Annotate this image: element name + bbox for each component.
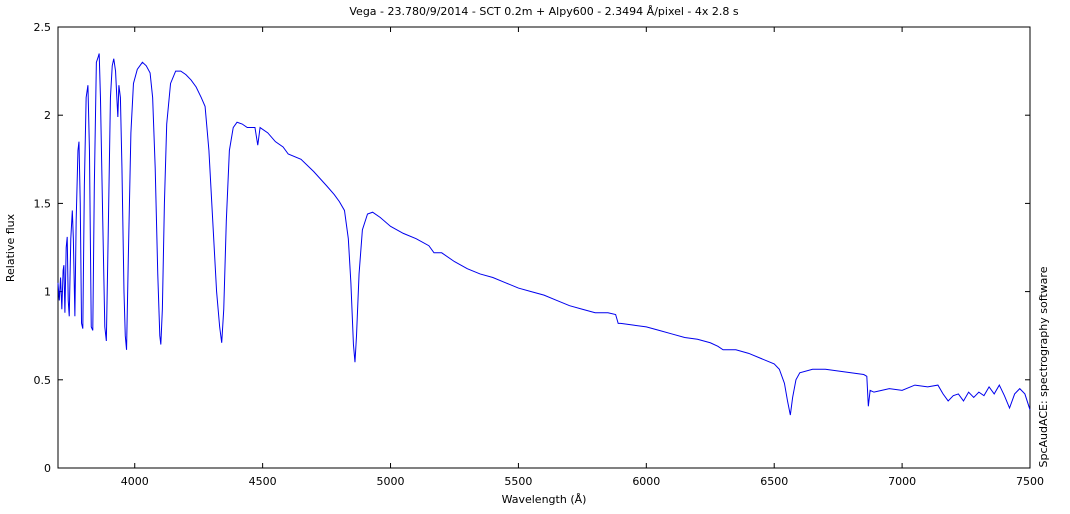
x-tick-label: 4500: [249, 475, 277, 488]
y-axis-label: Relative flux: [4, 213, 17, 282]
y-tick-label: 1.5: [34, 197, 52, 210]
x-tick-label: 7500: [1016, 475, 1044, 488]
x-tick-label: 5000: [377, 475, 405, 488]
x-tick-label: 7000: [888, 475, 916, 488]
plot-frame: [57, 26, 1031, 469]
y-tick-label: 0.5: [34, 374, 52, 387]
software-label: SpcAudACE: spectrography software: [1037, 266, 1050, 467]
chart-title: Vega - 23.780/9/2014 - SCT 0.2m + Alpy60…: [349, 5, 739, 18]
x-tick-label: 5500: [504, 475, 532, 488]
x-tick-label: 6500: [760, 475, 788, 488]
y-tick-label: 0: [44, 462, 51, 475]
spectrum-line: [57, 53, 1031, 416]
y-tick-label: 2: [44, 109, 51, 122]
x-tick-label: 6000: [632, 475, 660, 488]
x-tick-label: 4000: [121, 475, 149, 488]
y-tick-label: 1: [44, 286, 51, 299]
y-tick-label: 2.5: [34, 21, 52, 34]
x-axis-label: Wavelength (Å): [502, 493, 587, 506]
